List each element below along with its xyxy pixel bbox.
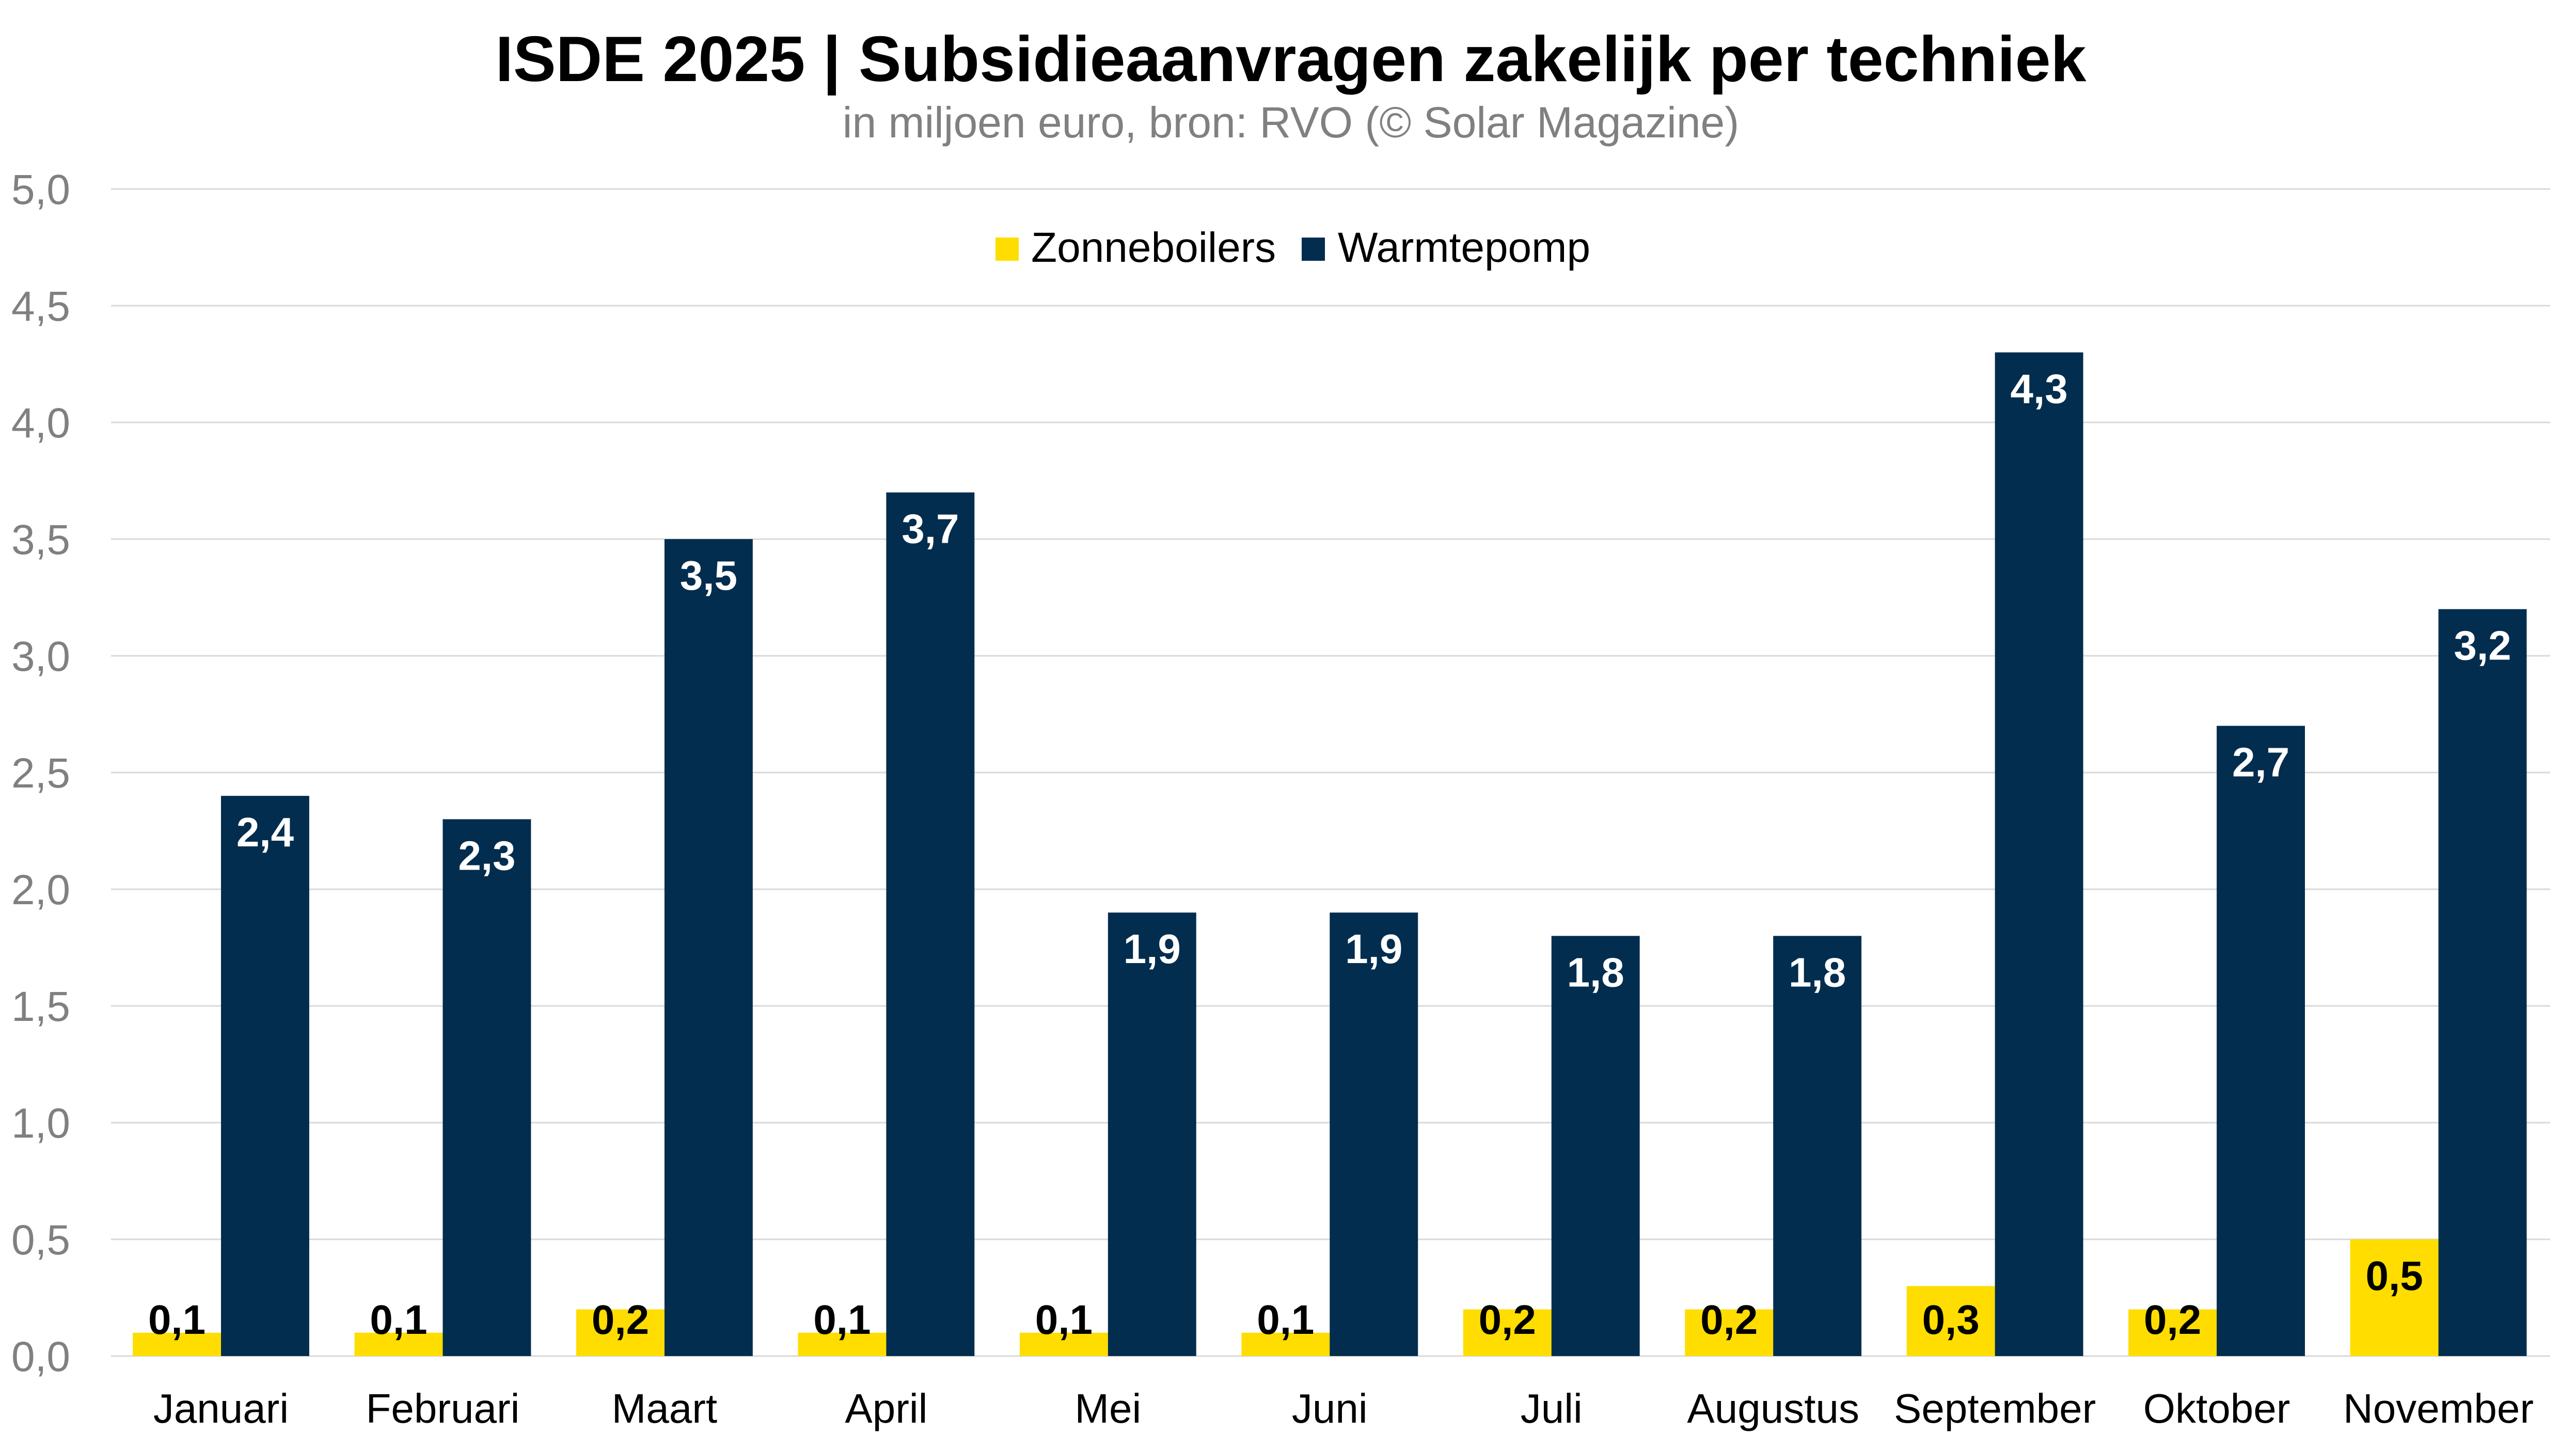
bars	[133, 352, 2527, 1356]
bar-zonneboilers-november	[2350, 1239, 2439, 1356]
value-labels: 0,1 0,1 0,2 0,1 0,1 0,1 0,2 0,2 0,3 0,2 0,5 2,4 2,3 3…	[148, 366, 2511, 1343]
data-label: 0,1	[1257, 1297, 1314, 1343]
bar-zonneboilers-september	[1906, 1286, 1995, 1356]
data-label: 0,5	[2365, 1253, 2423, 1299]
x-tick-label: November	[2343, 1385, 2534, 1431]
y-tick-label: 4,5	[11, 283, 70, 330]
bar-zonneboilers-oktober	[2128, 1309, 2217, 1356]
data-label: 0,1	[148, 1297, 206, 1343]
data-label: 0,2	[592, 1297, 649, 1343]
data-label: 4,3	[2010, 366, 2067, 412]
bar-zonneboilers-juli	[1463, 1309, 1552, 1356]
x-tick-label: Maart	[612, 1385, 718, 1431]
data-label: 0,3	[1922, 1297, 1980, 1343]
y-tick-label: 2,5	[11, 750, 70, 797]
data-label: 3,7	[902, 506, 959, 552]
data-label: 1,9	[1124, 926, 1181, 972]
y-axis-ticks: 0,0 0,5 1,0 1,5 2,0 2,5 3,0 3,5 4,0 4,5 5,0	[11, 166, 70, 1380]
bar-warmtepomp-maart	[664, 539, 753, 1356]
bar-warmtepomp-september	[1995, 352, 2083, 1356]
x-tick-label: Juni	[1292, 1385, 1368, 1431]
data-label: 2,4	[236, 809, 294, 855]
legend: Zonneboilers Warmtepomp	[995, 224, 1590, 271]
bar-warmtepomp-augustus	[1773, 936, 1862, 1356]
bar-warmtepomp-april	[886, 492, 975, 1356]
data-label: 0,2	[1700, 1297, 1758, 1343]
x-tick-label: Augustus	[1687, 1385, 1859, 1431]
data-label: 3,2	[2454, 623, 2511, 669]
x-tick-label: Mei	[1074, 1385, 1141, 1431]
x-tick-label: Januari	[153, 1385, 289, 1431]
x-tick-label: Februari	[366, 1385, 520, 1431]
bar-warmtepomp-oktober	[2217, 726, 2305, 1356]
bar-warmtepomp-juni	[1330, 912, 1418, 1356]
y-tick-label: 3,0	[11, 633, 70, 680]
x-tick-label: September	[1894, 1385, 2096, 1431]
data-label: 1,8	[1567, 949, 1624, 995]
bar-zonneboilers-februari	[354, 1332, 443, 1356]
bar-warmtepomp-juli	[1551, 936, 1640, 1356]
bar-zonneboilers-januari	[133, 1332, 222, 1356]
bar-warmtepomp-november	[2438, 609, 2527, 1356]
data-label: 3,5	[680, 553, 737, 598]
bar-warmtepomp-februari	[442, 819, 531, 1356]
bar-warmtepomp-januari	[221, 796, 309, 1356]
y-tick-label: 1,0	[11, 1100, 70, 1147]
bar-zonneboilers-maart	[576, 1309, 665, 1356]
data-label: 0,1	[1035, 1297, 1093, 1343]
y-tick-label: 0,5	[11, 1217, 70, 1264]
y-tick-label: 1,5	[11, 983, 70, 1030]
y-tick-label: 2,0	[11, 867, 70, 914]
y-tick-label: 3,5	[11, 516, 70, 563]
y-tick-label: 0,0	[11, 1333, 70, 1380]
legend-swatch-zonneboilers	[995, 238, 1019, 261]
bar-zonneboilers-april	[798, 1332, 887, 1356]
x-tick-label: Oktober	[2143, 1385, 2290, 1431]
data-label: 2,3	[458, 832, 515, 878]
x-axis-ticks: Januari Februari Maart April Mei Juni Juli Augu…	[153, 1385, 2534, 1431]
data-label: 2,7	[2232, 739, 2289, 785]
legend-label-zonneboilers: Zonneboilers	[1031, 224, 1276, 271]
data-label: 0,2	[2144, 1297, 2201, 1343]
data-label: 1,9	[1345, 926, 1402, 972]
data-label: 0,1	[370, 1297, 427, 1343]
x-tick-label: April	[845, 1385, 927, 1431]
chart-title: ISDE 2025 | Subsidieaanvragen zakelijk p…	[496, 24, 2087, 96]
data-label: 1,8	[1789, 949, 1846, 995]
y-tick-label: 4,0	[11, 400, 70, 447]
x-tick-label: Juli	[1521, 1385, 1583, 1431]
bar-zonneboilers-juni	[1241, 1332, 1330, 1356]
legend-swatch-warmtepomp	[1302, 238, 1325, 261]
legend-label-warmtepomp: Warmtepomp	[1338, 224, 1590, 271]
chart-subtitle: in miljoen euro, bron: RVO (© Solar Maga…	[843, 98, 1739, 147]
bar-warmtepomp-mei	[1108, 912, 1196, 1356]
bar-zonneboilers-augustus	[1685, 1309, 1774, 1356]
data-label: 0,2	[1479, 1297, 1536, 1343]
data-label: 0,1	[813, 1297, 871, 1343]
bar-zonneboilers-mei	[1019, 1332, 1108, 1356]
y-tick-label: 5,0	[11, 166, 70, 213]
